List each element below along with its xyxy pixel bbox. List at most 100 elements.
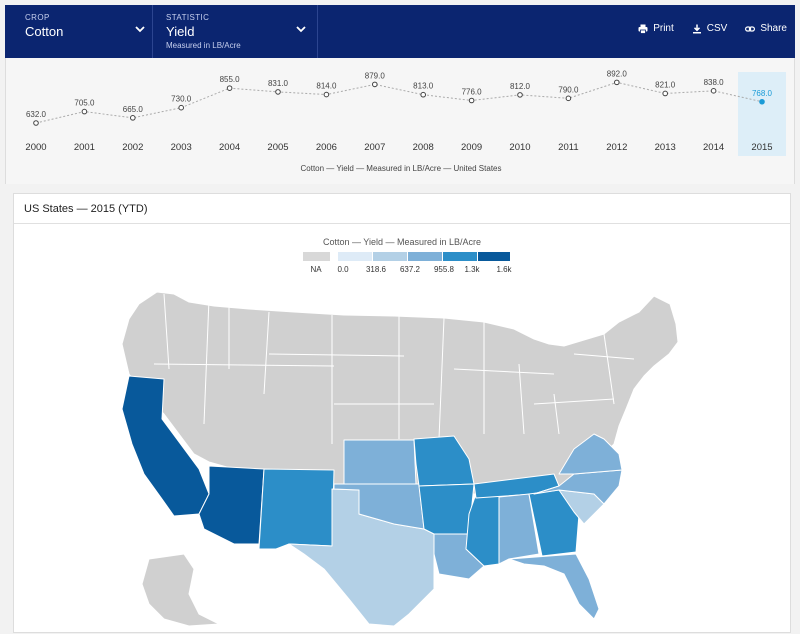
data-label-2009: 776.0 bbox=[462, 88, 483, 97]
year-tick-2014[interactable]: 2014 bbox=[703, 142, 724, 153]
data-label-2002: 665.0 bbox=[123, 105, 144, 114]
map-legend: NA 0.0 318.6 637.2 955.8 1.3k 1.6k bbox=[14, 252, 790, 282]
data-label-2014: 838.0 bbox=[704, 78, 725, 87]
year-tick-2007[interactable]: 2007 bbox=[364, 142, 385, 153]
data-point-2010[interactable] bbox=[517, 92, 523, 98]
top-bar: CROP Cotton STATISTIC Yield Measured in … bbox=[5, 5, 795, 58]
state-north-carolina[interactable] bbox=[533, 469, 623, 505]
data-point-2004[interactable] bbox=[226, 85, 233, 91]
legend-label: 955.8 bbox=[433, 265, 455, 274]
timeline-chart: 632.0 2000 705.0 2001 665.0 2002 730.0 2003 855.… bbox=[25, 69, 786, 156]
data-point-2007[interactable] bbox=[372, 81, 378, 88]
data-point-2008[interactable] bbox=[420, 91, 427, 98]
legend-swatch bbox=[478, 252, 510, 261]
print-label: Print bbox=[653, 23, 674, 34]
data-label-2006: 814.0 bbox=[316, 82, 337, 91]
share-button[interactable]: Share bbox=[745, 23, 787, 34]
legend-swatch bbox=[373, 252, 407, 261]
year-tick-2004[interactable]: 2004 bbox=[219, 142, 240, 153]
data-point-2013[interactable] bbox=[662, 90, 669, 97]
state-arkansas[interactable] bbox=[418, 483, 475, 535]
legend-swatch bbox=[443, 252, 477, 261]
data-label-2007: 879.0 bbox=[365, 71, 386, 80]
states-map-card: US States — 2015 (YTD) Cotton — Yield — … bbox=[13, 193, 791, 633]
statistic-unit: Measured in LB/Acre bbox=[166, 41, 241, 50]
year-tick-2011[interactable]: 2011 bbox=[558, 142, 578, 153]
legend-label: 0.0 bbox=[337, 265, 349, 274]
data-label-2015: 768.0 bbox=[752, 89, 773, 98]
state-alabama[interactable] bbox=[498, 493, 540, 565]
year-tick-2001[interactable]: 2001 bbox=[74, 142, 95, 153]
crop-selector[interactable]: CROP Cotton bbox=[12, 5, 153, 58]
year-tick-2003[interactable]: 2003 bbox=[171, 142, 192, 153]
print-button[interactable]: Print bbox=[638, 23, 674, 34]
year-tick-2010[interactable]: 2010 bbox=[509, 142, 530, 153]
year-tick-2005[interactable]: 2005 bbox=[267, 142, 288, 153]
state-arizona[interactable] bbox=[198, 465, 265, 545]
data-label-2010: 812.0 bbox=[510, 82, 531, 91]
year-tick-2015[interactable]: 2015 bbox=[751, 142, 772, 153]
legend-label: 637.2 bbox=[399, 265, 421, 274]
data-label-2013: 821.0 bbox=[655, 80, 676, 89]
csv-download-button[interactable]: CSV bbox=[692, 23, 728, 34]
data-label-2008: 813.0 bbox=[413, 82, 434, 91]
selected-year-highlight bbox=[738, 72, 786, 156]
state-alaska bbox=[141, 553, 220, 627]
year-tick-2013[interactable]: 2013 bbox=[655, 142, 676, 153]
data-label-2005: 831.0 bbox=[268, 79, 289, 88]
data-point-2015[interactable] bbox=[759, 98, 765, 105]
legend-label: 1.6k bbox=[496, 265, 512, 274]
data-point-2000[interactable] bbox=[33, 120, 39, 126]
statistic-value: Yield bbox=[166, 24, 195, 39]
data-point-2005[interactable] bbox=[275, 89, 281, 95]
data-point-2003[interactable] bbox=[178, 104, 184, 111]
data-label-2004: 855.0 bbox=[220, 75, 241, 84]
data-label-2012: 892.0 bbox=[607, 69, 628, 78]
legend-label: NA bbox=[310, 265, 322, 274]
timeline-caption: Cotton — Yield — Measured in LB/Acre — U… bbox=[300, 164, 502, 173]
series-line bbox=[35, 81, 763, 124]
chevron-down-icon bbox=[296, 26, 306, 33]
state-new-mexico[interactable] bbox=[258, 468, 335, 550]
data-point-2011[interactable] bbox=[565, 95, 572, 102]
year-tick-2012[interactable]: 2012 bbox=[606, 142, 627, 153]
crop-label: CROP bbox=[25, 13, 50, 22]
statistic-selector[interactable]: STATISTIC Yield Measured in LB/Acre bbox=[153, 5, 318, 58]
chevron-down-icon bbox=[135, 26, 145, 33]
year-tick-2006[interactable]: 2006 bbox=[316, 142, 337, 153]
legend-swatch bbox=[338, 252, 372, 261]
data-label-2011: 790.0 bbox=[558, 85, 579, 94]
state-california[interactable] bbox=[121, 375, 210, 517]
legend-label: 1.3k bbox=[464, 265, 480, 274]
statistic-label: STATISTIC bbox=[166, 13, 210, 22]
data-point-2012[interactable] bbox=[614, 79, 620, 86]
state-virginia[interactable] bbox=[558, 433, 623, 475]
map-card-title: US States — 2015 (YTD) bbox=[24, 203, 148, 215]
data-point-2001[interactable] bbox=[81, 108, 88, 115]
data-point-2009[interactable] bbox=[468, 97, 475, 104]
data-point-2014[interactable] bbox=[710, 88, 717, 94]
legend-title: Cotton — Yield — Measured in LB/Acre bbox=[322, 237, 482, 247]
data-point-2006[interactable] bbox=[323, 91, 330, 98]
data-label-2003: 730.0 bbox=[171, 95, 192, 104]
legend-swatch bbox=[408, 252, 442, 261]
year-tick-2002[interactable]: 2002 bbox=[122, 142, 143, 153]
yield-timeline: 632.0 2000 705.0 2001 665.0 2002 730.0 2003 855.… bbox=[5, 58, 795, 184]
legend-label: 318.6 bbox=[365, 265, 387, 274]
data-point-2002[interactable] bbox=[130, 115, 136, 121]
state-kansas[interactable] bbox=[343, 439, 417, 485]
divider bbox=[14, 223, 790, 224]
data-label-2000: 632.0 bbox=[26, 110, 47, 119]
data-label-2001: 705.0 bbox=[74, 99, 95, 108]
us-states-map bbox=[121, 291, 679, 627]
print-icon bbox=[638, 24, 648, 34]
link-icon bbox=[745, 25, 756, 32]
year-tick-2000[interactable]: 2000 bbox=[25, 142, 46, 153]
year-tick-2008[interactable]: 2008 bbox=[413, 142, 434, 153]
state-florida[interactable] bbox=[508, 553, 600, 620]
crop-value: Cotton bbox=[25, 24, 64, 39]
year-tick-2009[interactable]: 2009 bbox=[461, 142, 482, 153]
csv-label: CSV bbox=[706, 23, 728, 34]
legend-swatch bbox=[303, 252, 330, 261]
share-label: Share bbox=[760, 23, 787, 34]
